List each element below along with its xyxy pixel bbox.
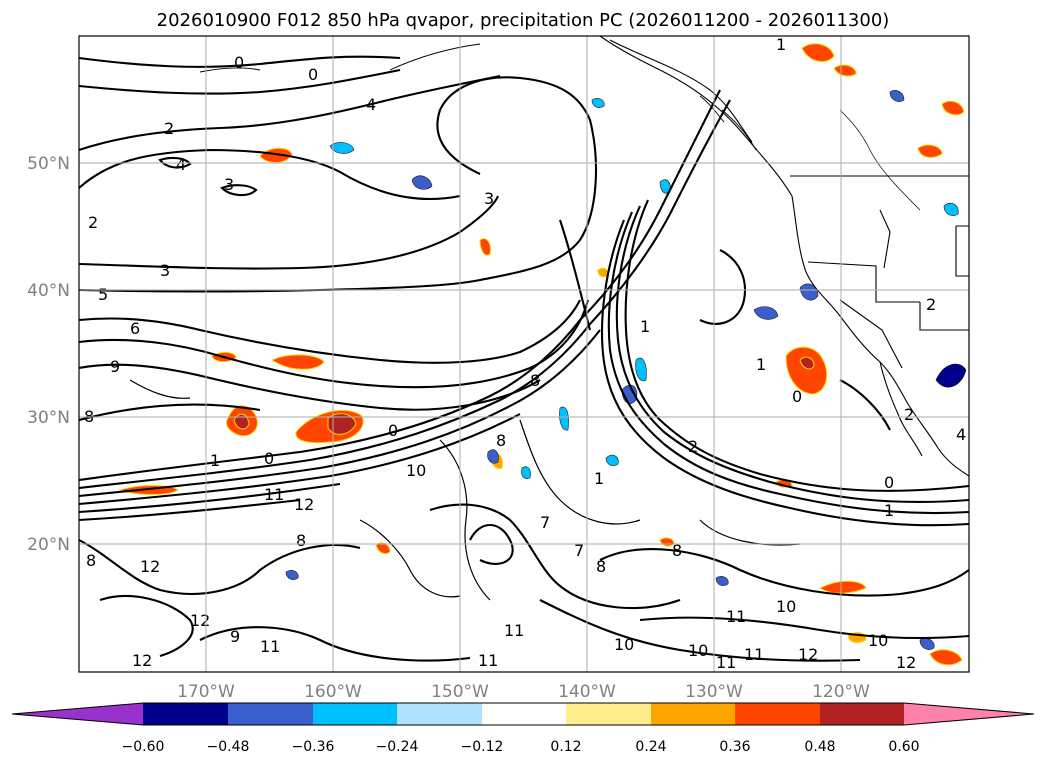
lon-label-150w: 150°W bbox=[431, 682, 489, 702]
contour-label: 8 bbox=[86, 551, 96, 570]
colorbar-bin bbox=[143, 703, 228, 725]
colorbar-tick-label: −0.24 bbox=[376, 739, 419, 755]
colorbar-tick-label: 0.60 bbox=[888, 739, 919, 755]
colorbar-outline bbox=[11, 702, 1035, 726]
colorbar-tick-label: 0.12 bbox=[550, 739, 581, 755]
lon-label-140w: 140°W bbox=[558, 682, 616, 702]
lon-label-160w: 160°W bbox=[304, 682, 362, 702]
colorbar-bin bbox=[820, 703, 904, 725]
contour-label: 2 bbox=[904, 405, 914, 424]
contour-label: 4 bbox=[956, 425, 966, 444]
colorbar-bin bbox=[566, 703, 651, 725]
contour-label: 11 bbox=[264, 485, 284, 504]
precip-shading-negative bbox=[285, 90, 967, 650]
thin-contours bbox=[129, 379, 801, 601]
contour-label: 1 bbox=[594, 469, 604, 488]
colorbar-tick-label: −0.48 bbox=[207, 739, 250, 755]
contour-label: 3 bbox=[224, 175, 234, 194]
contour-label: 12 bbox=[140, 557, 160, 576]
coastlines bbox=[199, 36, 969, 477]
contour-label: 12 bbox=[798, 645, 818, 664]
contour-label: 1 bbox=[640, 317, 650, 336]
colorbar-bin bbox=[397, 703, 482, 725]
lon-label-170w: 170°W bbox=[177, 682, 235, 702]
contour-label: 9 bbox=[230, 627, 240, 646]
contour-label: 8 bbox=[596, 557, 606, 576]
contour-label: 8 bbox=[530, 371, 540, 390]
colorbar-tick-label: 0.48 bbox=[804, 739, 835, 755]
contour-label: 1 bbox=[756, 355, 766, 374]
colorbar-bin bbox=[651, 703, 735, 725]
colorbar-bin bbox=[228, 703, 313, 725]
contour-label: 2 bbox=[164, 119, 174, 138]
contour-label: 0 bbox=[792, 387, 802, 406]
contour-label: 7 bbox=[540, 513, 550, 532]
contour-label: 7 bbox=[574, 541, 584, 560]
contour-label: 1 bbox=[210, 451, 220, 470]
contour-label: 3 bbox=[160, 261, 170, 280]
lat-label-20n: 20°N bbox=[27, 535, 70, 555]
contour-label: 4 bbox=[366, 95, 376, 114]
colorbar-bin bbox=[482, 703, 566, 725]
contour-label: 10 bbox=[688, 641, 708, 660]
contour-label: 8 bbox=[296, 531, 306, 550]
colorbar-tick-label: −0.36 bbox=[292, 739, 335, 755]
latitude-labels: 50°N 40°N 30°N 20°N bbox=[27, 154, 70, 555]
contour-label: 6 bbox=[130, 319, 140, 338]
contour-label: 12 bbox=[896, 653, 916, 672]
lat-label-50n: 50°N bbox=[27, 154, 70, 174]
contour-label: 12 bbox=[190, 611, 210, 630]
qvapor-contours bbox=[79, 55, 969, 662]
contour-labels: 0 0 4 2 4 3 3 2 3 5 6 9 8 1 0 0 10 11 12… bbox=[84, 35, 966, 672]
colorbar-tick-label: 0.36 bbox=[719, 739, 750, 755]
contour-label: 11 bbox=[260, 637, 280, 656]
contour-label: 10 bbox=[868, 631, 888, 650]
contour-label: 10 bbox=[614, 635, 634, 654]
lon-label-120w: 120°W bbox=[812, 682, 870, 702]
contour-label: 0 bbox=[388, 421, 398, 440]
contour-label: 11 bbox=[716, 653, 736, 672]
contour-label: 1 bbox=[884, 501, 894, 520]
contour-label: 11 bbox=[726, 607, 746, 626]
colorbar-extend-right bbox=[904, 703, 1034, 725]
contour-label: 2 bbox=[926, 295, 936, 314]
contour-label: 2 bbox=[88, 213, 98, 232]
contour-label: 0 bbox=[264, 449, 274, 468]
contour-label: 12 bbox=[132, 651, 152, 670]
contour-label: 8 bbox=[672, 541, 682, 560]
contour-label: 0 bbox=[308, 65, 318, 84]
map-frame bbox=[78, 35, 970, 673]
colorbar-bin bbox=[313, 703, 397, 725]
gridlines bbox=[79, 36, 969, 672]
contour-label: 9 bbox=[110, 357, 120, 376]
contour-label: 0 bbox=[234, 53, 244, 72]
colorbar-extend-left bbox=[12, 703, 143, 725]
contour-label: 10 bbox=[776, 597, 796, 616]
lat-label-30n: 30°N bbox=[27, 408, 70, 428]
colorbar-tick-label: 0.24 bbox=[635, 739, 666, 755]
contour-label: 8 bbox=[496, 431, 506, 450]
lat-label-40n: 40°N bbox=[27, 281, 70, 301]
contour-label: 11 bbox=[504, 621, 524, 640]
contour-label: 4 bbox=[176, 155, 186, 174]
contour-label: 0 bbox=[884, 473, 894, 492]
colorbar: −0.60 −0.48 −0.36 −0.24 −0.12 0.12 0.24 … bbox=[11, 702, 1035, 755]
colorbar-tick-label: −0.12 bbox=[461, 739, 504, 755]
figure-title: 2026010900 F012 850 hPa qvapor, precipit… bbox=[157, 10, 890, 31]
contour-label: 11 bbox=[478, 651, 498, 670]
contour-label: 1 bbox=[776, 35, 786, 54]
contour-label: 2 bbox=[688, 437, 698, 456]
lon-label-130w: 130°W bbox=[685, 682, 743, 702]
colorbar-tick-label: −0.60 bbox=[122, 739, 165, 755]
contour-label: 11 bbox=[744, 645, 764, 664]
contour-label: 12 bbox=[294, 495, 314, 514]
colorbar-bin bbox=[735, 703, 820, 725]
contour-label: 3 bbox=[484, 189, 494, 208]
precip-shading bbox=[118, 43, 965, 666]
longitude-labels: 170°W 160°W 150°W 140°W 130°W 120°W bbox=[177, 682, 870, 702]
contour-label: 5 bbox=[98, 285, 108, 304]
contour-label: 10 bbox=[406, 461, 426, 480]
map-content: 0 0 4 2 4 3 3 2 3 5 6 9 8 1 0 0 10 11 12… bbox=[79, 35, 969, 672]
